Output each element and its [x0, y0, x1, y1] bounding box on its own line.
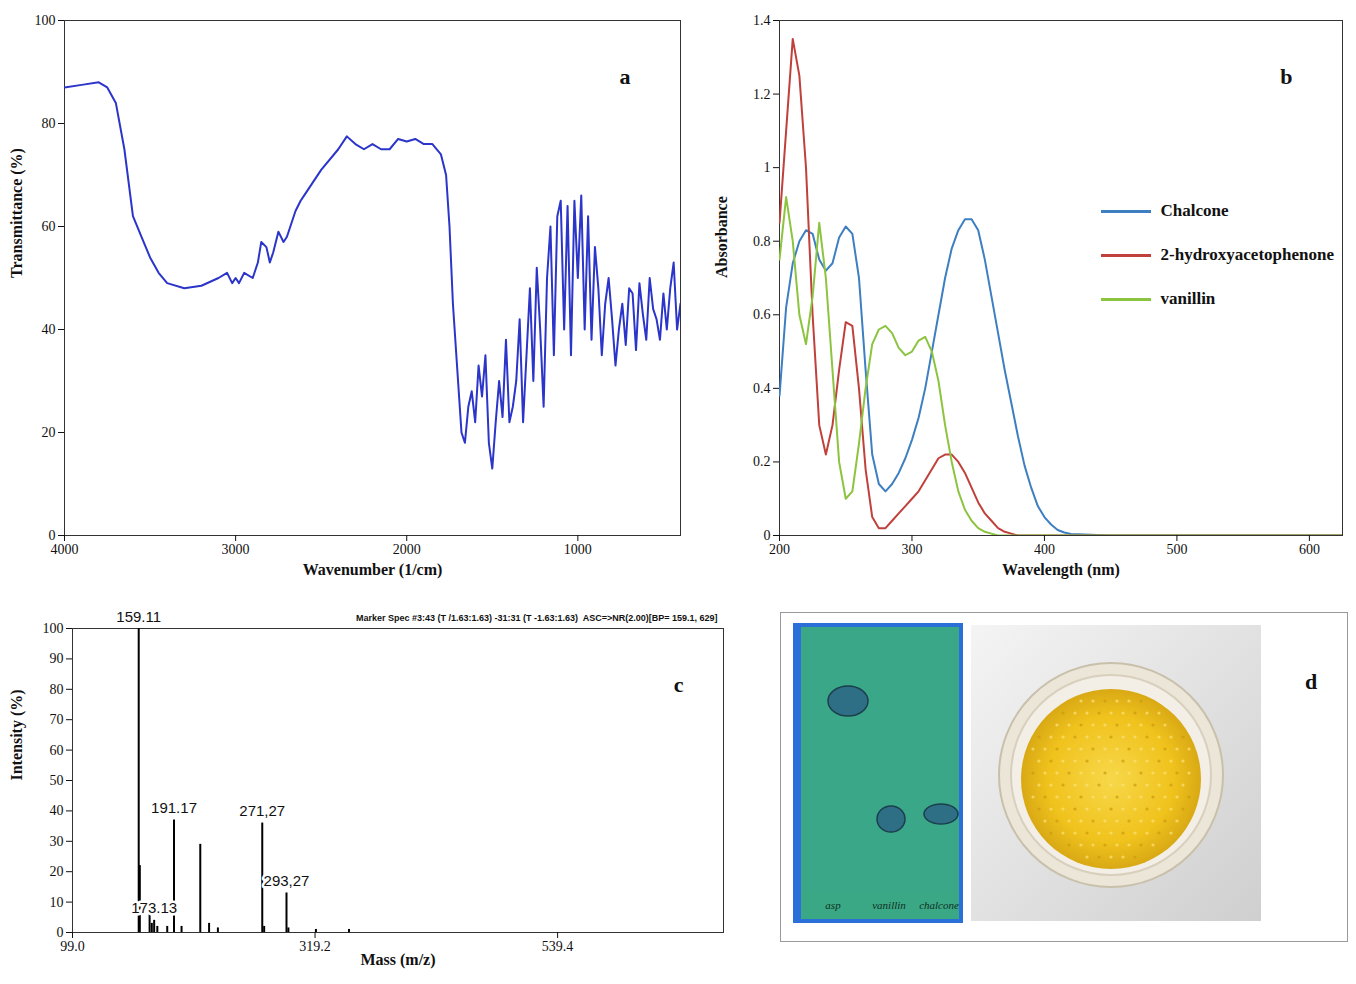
svg-text:b: b: [1280, 64, 1292, 89]
svg-text:50: 50: [50, 773, 64, 788]
svg-text:10: 10: [50, 895, 64, 910]
svg-text:30: 30: [50, 834, 64, 849]
svg-text:0: 0: [764, 528, 771, 543]
svg-text:70: 70: [50, 712, 64, 727]
svg-text:0.6: 0.6: [753, 307, 771, 322]
svg-text:0: 0: [57, 925, 64, 940]
svg-text:d: d: [1305, 669, 1317, 694]
svg-text:90: 90: [50, 651, 64, 666]
svg-text:173.13: 173.13: [131, 899, 177, 916]
svg-text:539.4: 539.4: [542, 939, 574, 954]
svg-text:271,27: 271,27: [239, 802, 285, 819]
svg-text:0: 0: [49, 528, 56, 543]
svg-text:1: 1: [764, 160, 771, 175]
html-text:vanillin: vanillin: [1160, 289, 1216, 308]
svg-text:Wavelength (nm): Wavelength (nm): [1002, 561, 1120, 579]
svg-text:100: 100: [35, 13, 56, 28]
html-text:Chalcone: Chalcone: [1160, 201, 1229, 220]
svg-text:20: 20: [42, 425, 56, 440]
svg-text:vanillin: vanillin: [872, 899, 906, 911]
svg-text:319.2: 319.2: [299, 939, 331, 954]
svg-text:60: 60: [42, 219, 56, 234]
svg-text:Transmittance (%): Transmittance (%): [8, 148, 26, 278]
svg-text:40: 40: [50, 803, 64, 818]
svg-text:40: 40: [42, 322, 56, 337]
svg-text:chalcone: chalcone: [919, 899, 959, 911]
svg-text:asp: asp: [825, 899, 841, 911]
svg-text:200: 200: [769, 542, 790, 557]
svg-text:600: 600: [1299, 542, 1320, 557]
svg-text:80: 80: [42, 116, 56, 131]
svg-text:191.17: 191.17: [151, 799, 197, 816]
svg-text:60: 60: [50, 743, 64, 758]
svg-text:1.4: 1.4: [753, 13, 771, 28]
svg-text:0.8: 0.8: [753, 234, 771, 249]
svg-text:100: 100: [43, 621, 64, 636]
svg-text:500: 500: [1166, 542, 1187, 557]
svg-text:3000: 3000: [222, 542, 250, 557]
svg-text:2000: 2000: [393, 542, 421, 557]
svg-text:Marker Spec #3:43 (T /1.63:1.6: Marker Spec #3:43 (T /1.63:1.63) -31:31 …: [356, 613, 718, 623]
svg-text:Mass (m/z): Mass (m/z): [360, 951, 435, 969]
svg-text:Absorbance: Absorbance: [713, 196, 730, 278]
svg-text:1.2: 1.2: [753, 87, 771, 102]
svg-text:300: 300: [901, 542, 922, 557]
html-text:2-hydroxyacetophenone: 2-hydroxyacetophenone: [1160, 245, 1334, 264]
svg-text:99.0: 99.0: [60, 939, 85, 954]
svg-text:400: 400: [1034, 542, 1055, 557]
svg-text:1000: 1000: [564, 542, 592, 557]
svg-text:0.4: 0.4: [753, 381, 771, 396]
svg-text:Intensity (%): Intensity (%): [8, 689, 26, 780]
svg-text:0.2: 0.2: [753, 454, 771, 469]
svg-text:c: c: [674, 672, 684, 697]
svg-text:80: 80: [50, 682, 64, 697]
svg-text:4000: 4000: [51, 542, 79, 557]
svg-text:20: 20: [50, 864, 64, 879]
svg-text:Wavenumber (1/cm): Wavenumber (1/cm): [303, 561, 443, 579]
svg-text:159.11: 159.11: [116, 608, 161, 625]
svg-text:a: a: [620, 64, 631, 89]
svg-text:293,27: 293,27: [264, 872, 310, 889]
